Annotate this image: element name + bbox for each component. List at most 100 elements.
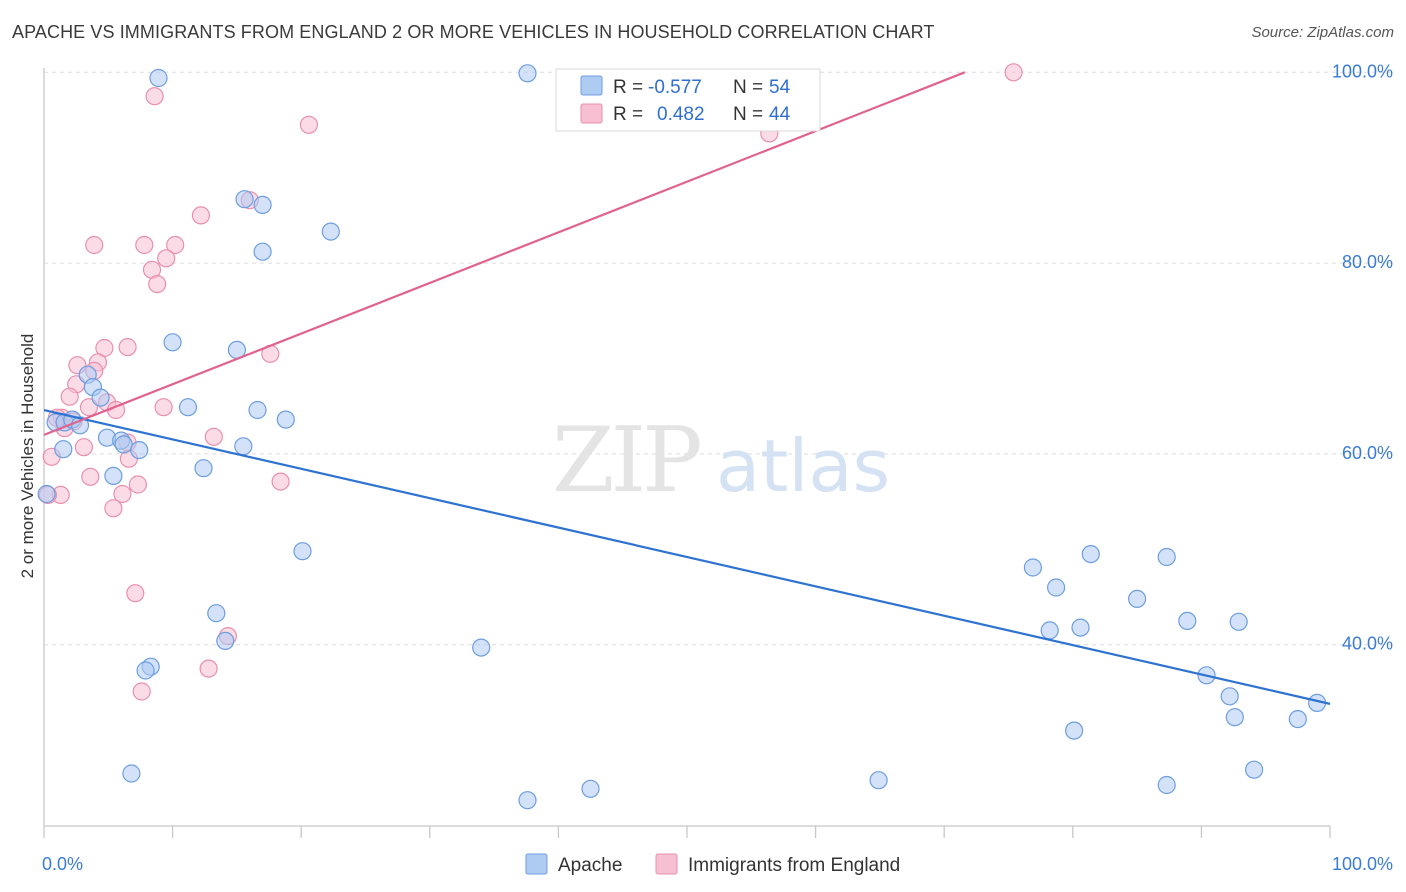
england-point [135,235,154,255]
england-point [81,467,100,486]
apache-point [54,440,73,459]
series-legend: Apache Immigrants from England [525,853,900,876]
england-r-value: 0.482 [657,104,705,125]
apache-point [1023,558,1043,577]
apache-point [1064,721,1084,740]
england-point [145,87,164,106]
apache-point [248,400,267,420]
apache-point [1071,618,1090,637]
y-tick-label: 60.0% [1342,443,1393,463]
apache-point [253,242,272,261]
england-r-label: R = [613,104,643,125]
apache-point [163,333,182,352]
apache-point [104,466,123,485]
england-point [191,206,210,225]
apache-point [293,542,312,561]
apache-point [1225,708,1244,727]
x-axis-ticks [43,826,1331,838]
england-trend-line [43,71,966,436]
apache-point [207,604,226,623]
apache-point [235,190,254,209]
y-tick-label: 100.0% [1332,61,1393,81]
england-point [126,584,145,603]
england-point [154,398,173,417]
apache-n-value: 54 [769,77,791,98]
apache-point [518,791,537,810]
apache-point [1046,578,1066,597]
england-point [148,275,167,294]
watermark-atlas: atlas [716,424,890,508]
apache-point [1229,612,1248,631]
apache-point [472,638,491,657]
apache-point [1220,687,1239,706]
england-stat-swatch [580,103,603,124]
england-point [60,387,79,406]
watermark-zip: ZIP [552,408,700,513]
apache-point [1178,611,1197,631]
england-point [271,472,290,491]
england-point [166,235,185,255]
england-point [118,338,137,357]
apache-point [178,398,198,417]
apache-point [136,661,155,680]
england-point [113,484,132,504]
apache-point [1157,547,1176,567]
apache-point [37,484,56,504]
apache-point [518,64,537,83]
apache-point [1040,621,1059,640]
apache-point [91,388,110,407]
england-point [74,438,94,457]
apache-point [1081,544,1100,564]
england-point [157,249,176,268]
england-point [1004,63,1023,82]
trend-lines [43,71,1331,705]
apache-n-label: N = [733,77,763,98]
legend-swatch-england [655,853,678,875]
stats-legend: R = -0.577 N = 54 R = 0.482 N = 44 [555,68,821,132]
grid-lines [44,71,1392,646]
england-point [204,427,223,446]
apache-r-label: R = [613,77,643,98]
y-tick-label: 40.0% [1342,634,1393,654]
england-point [299,115,318,134]
apache-point [321,222,340,241]
y-axis-label: 2 or more Vehicles in Household [18,334,37,579]
england-point [132,682,151,701]
apache-point [253,195,272,214]
apache-point [114,435,133,454]
apache-point [869,771,888,790]
watermark: ZIP atlas [552,408,890,513]
apache-point [149,68,168,88]
apache-point [1127,589,1147,609]
apache-r-value: -0.577 [648,77,702,98]
apache-point [194,459,213,478]
legend-label-apache: Apache [558,855,622,876]
y-tick-labels: 40.0% 60.0% 80.0% 100.0% [1332,61,1393,653]
apache-point [122,764,141,783]
apache-point [70,416,90,435]
apache-point [130,441,149,460]
source-credit: Source: ZipAtlas.com [1251,24,1394,41]
apache-stat-swatch [580,75,603,96]
england-point [85,235,104,255]
apache-point [1157,775,1176,795]
england-point [104,499,123,518]
apache-point [581,779,600,798]
x-tick-label: 0.0% [42,854,83,874]
apache-point [1244,760,1264,779]
apache-point [1288,709,1307,729]
england-point [199,659,218,678]
chart-title: APACHE VS IMMIGRANTS FROM ENGLAND 2 OR M… [12,22,935,42]
england-point [128,475,147,494]
england-points [38,63,1023,701]
x-tick-label: 100.0% [1332,854,1393,874]
x-tick-labels: 0.0% 100.0% [42,854,1393,874]
legend-swatch-apache [525,853,548,875]
apache-point [276,410,295,429]
apache-point [234,437,253,456]
y-tick-label: 80.0% [1342,252,1393,272]
apache-trend-line [43,408,1331,705]
apache-point [216,631,235,651]
england-n-label: N = [733,104,763,125]
